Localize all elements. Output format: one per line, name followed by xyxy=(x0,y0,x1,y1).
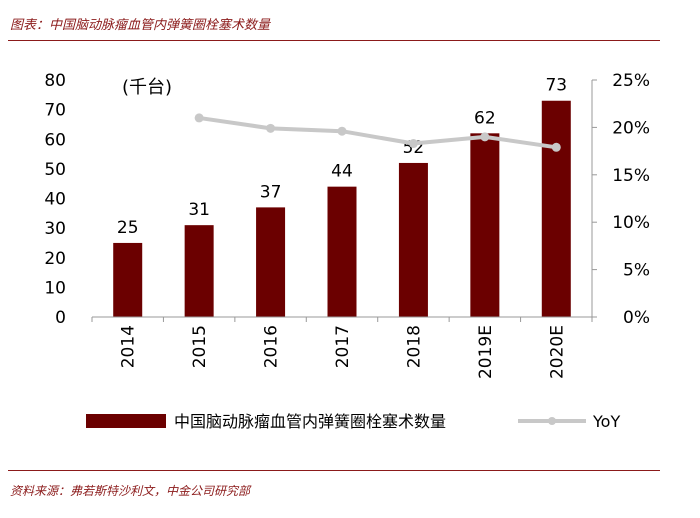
right-axis: 0% 5% 10% 15% 20% 25% xyxy=(591,71,650,328)
legend-yoy-label: YoY xyxy=(592,412,620,431)
source-divider xyxy=(8,470,660,471)
bar-value-label: 31 xyxy=(188,200,210,220)
bar-value-label: 62 xyxy=(474,108,496,128)
bar-value-label: 25 xyxy=(117,218,139,238)
yoy-point-2015 xyxy=(194,113,204,123)
right-tick-label: 5% xyxy=(623,261,650,281)
left-tick-label: 20 xyxy=(44,249,66,269)
unit-label: (千台) xyxy=(122,77,172,98)
left-tick-label: 50 xyxy=(44,160,66,180)
left-tick-label: 70 xyxy=(44,101,66,121)
bar-2014 xyxy=(113,242,143,317)
x-axis: 2014 2015 2016 2017 2018 2019E 2020E xyxy=(91,316,593,379)
bar-2015 xyxy=(184,225,214,317)
bar-value-label: 44 xyxy=(331,162,353,182)
yoy-point-2017 xyxy=(337,126,347,136)
x-tick-label: 2020E xyxy=(547,325,567,379)
yoy-point-2019E xyxy=(480,132,490,142)
bar-value-label: 37 xyxy=(260,182,282,202)
right-tick-label: 0% xyxy=(623,308,650,328)
left-tick-label: 30 xyxy=(44,219,66,239)
figure-source: 资料来源：弗若斯特沙利文，中金公司研究部 xyxy=(10,484,251,498)
x-tick-label: 2017 xyxy=(333,325,353,368)
x-tick-label: 2018 xyxy=(404,325,424,368)
yoy-point-2018 xyxy=(408,139,418,149)
bar-labels: 25313744526273 xyxy=(117,76,567,238)
left-tick-label: 60 xyxy=(44,130,66,150)
left-tick-label: 80 xyxy=(44,71,66,91)
left-tick-label: 0 xyxy=(55,308,66,328)
legend: 中国脑动脉瘤血管内弹簧圈栓塞术数量 YoY xyxy=(86,412,620,431)
legend-bar-swatch xyxy=(86,414,166,428)
title-divider xyxy=(8,40,660,41)
bar-2019E xyxy=(470,133,500,317)
right-tick-label: 10% xyxy=(612,213,650,233)
left-tick-label: 10 xyxy=(44,278,66,298)
bar-2017 xyxy=(327,186,357,317)
yoy-line-series xyxy=(194,113,561,152)
right-tick-label: 20% xyxy=(612,118,650,138)
bar-2020E xyxy=(541,100,571,317)
yoy-point-2020E xyxy=(551,142,561,152)
bar-value-label: 73 xyxy=(545,76,567,96)
legend-bar-label: 中国脑动脉瘤血管内弹簧圈栓塞术数量 xyxy=(174,412,446,431)
x-tick-label: 2014 xyxy=(119,325,139,368)
yoy-line xyxy=(198,115,557,150)
bar-2018 xyxy=(398,162,428,317)
x-tick-label: 2015 xyxy=(190,325,210,368)
right-tick-label: 15% xyxy=(612,166,650,186)
yoy-point-2016 xyxy=(266,123,276,133)
left-axis: 0 10 20 30 40 50 60 70 80 xyxy=(44,71,66,328)
left-tick-label: 40 xyxy=(44,190,66,210)
bar-series xyxy=(113,100,571,317)
right-tick-label: 25% xyxy=(612,71,650,91)
x-tick-label: 2019E xyxy=(476,325,496,379)
x-tick-label: 2016 xyxy=(262,325,282,368)
legend-yoy-marker xyxy=(548,417,556,425)
figure-title: 图表：中国脑动脉瘤血管内弹簧圈栓塞术数量 xyxy=(10,18,271,33)
bar-2016 xyxy=(256,207,286,317)
